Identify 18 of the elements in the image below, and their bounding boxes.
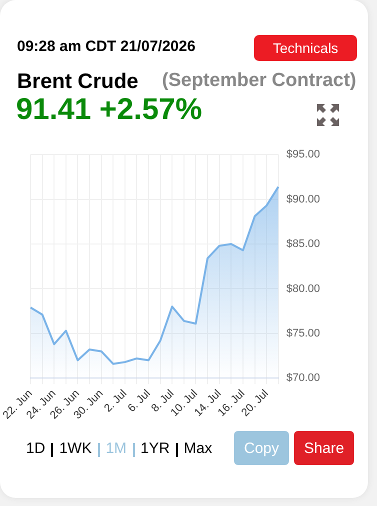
y-tick-label: $95.00 [286,148,320,161]
y-tick-label: $90.00 [286,193,320,206]
text: Copy [234,431,290,465]
y-tick-label: $85.00 [286,238,320,250]
text: 09:28 am CDT 21/07/2026 [17,38,196,55]
y-tick-label: $70.00 [286,372,320,384]
text: 91.41 +2.57% [16,93,202,127]
y-tick-label: $75.00 [286,327,320,340]
chart-title: Brent Crude [17,70,138,94]
text: Max [184,440,212,457]
y-tick-label: $80.00 [286,282,320,295]
text: Technicals [254,35,357,61]
text: Share [294,431,354,465]
text: 1M [106,440,127,457]
chart-subtitle: (September Contract) [162,70,356,92]
text: 1WK [59,440,92,457]
text: 1D [26,440,46,457]
text: 1YR [140,440,170,457]
